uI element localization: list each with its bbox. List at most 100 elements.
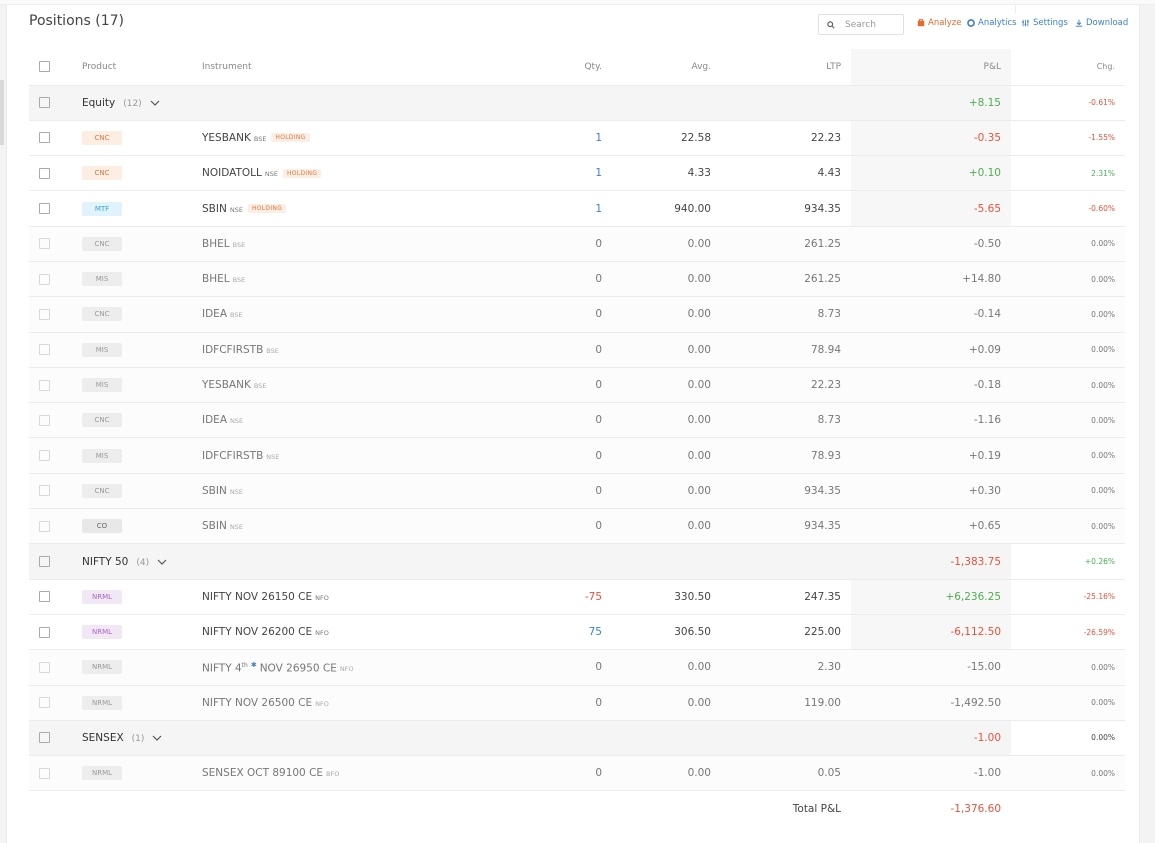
total-row: Total P&L -1,376.60 bbox=[29, 791, 1125, 826]
product-badge: CNC bbox=[82, 236, 122, 251]
table-row[interactable]: MIS IDFCFIRSTB NSE 0 0.00 78.93 +0.19 0.0… bbox=[29, 437, 1125, 474]
exchange-label: BSE bbox=[232, 276, 246, 285]
instrument-cell[interactable]: NIFTY NOV 26500 CE NFO bbox=[202, 685, 542, 721]
instrument-cell[interactable]: BHEL BSE bbox=[202, 226, 542, 262]
qty-cell: 1 bbox=[542, 190, 612, 227]
row-checkbox[interactable] bbox=[39, 661, 50, 673]
row-checkbox[interactable] bbox=[39, 767, 50, 779]
table-row[interactable]: CO SBIN NSE 0 0.00 934.35 +0.65 0.00% bbox=[29, 508, 1125, 545]
row-checkbox[interactable] bbox=[39, 379, 50, 391]
row-checkbox[interactable] bbox=[39, 344, 50, 356]
chg-cell: 0.00% bbox=[1011, 437, 1125, 474]
column-qty[interactable]: Qty. bbox=[542, 49, 612, 86]
table-row[interactable]: NRML NIFTY NOV 26200 CE NFO 75 306.50 225… bbox=[29, 614, 1125, 651]
qty-cell: 0 bbox=[542, 649, 612, 686]
ltp-cell: 2.30 bbox=[721, 649, 851, 686]
row-checkbox[interactable] bbox=[39, 132, 50, 144]
table-row[interactable]: CNC SBIN NSE 0 0.00 934.35 +0.30 0.00% bbox=[29, 473, 1125, 510]
product-badge: NRML bbox=[82, 660, 122, 675]
product-badge: CNC bbox=[82, 483, 122, 498]
instrument-symbol: BHEL bbox=[202, 273, 230, 286]
instrument-cell[interactable]: IDFCFIRSTB NSE bbox=[202, 437, 542, 474]
group-checkbox[interactable] bbox=[39, 732, 50, 744]
instrument-cell[interactable]: SENSEX OCT 89100 CE BFO bbox=[202, 755, 542, 792]
row-checkbox[interactable] bbox=[39, 203, 50, 215]
row-checkbox[interactable] bbox=[39, 238, 50, 250]
pnl-cell: -5.65 bbox=[851, 190, 1011, 227]
table-row[interactable]: MTF SBIN NSE HOLDING 1 940.00 934.35 -5.65… bbox=[29, 190, 1125, 227]
group-row-equity[interactable]: Equity (12) +8.15 -0.61% bbox=[29, 85, 1125, 121]
qty-cell: 0 bbox=[542, 402, 612, 439]
instrument-cell[interactable]: SBIN NSE bbox=[202, 508, 542, 545]
table-row[interactable]: CNC NOIDATOLL NSE HOLDING 1 4.33 4.43 +0.1… bbox=[29, 155, 1125, 192]
instrument-symbol: IDFCFIRSTB bbox=[202, 449, 264, 462]
chg-cell: 2.31% bbox=[1011, 155, 1125, 192]
row-checkbox[interactable] bbox=[39, 697, 50, 709]
row-checkbox[interactable] bbox=[39, 414, 50, 426]
table-row[interactable]: NRML NIFTY NOV 26500 CE NFO 0 0.00 119.00… bbox=[29, 685, 1125, 721]
table-row[interactable]: CNC IDEA NSE 0 0.00 8.73 -1.16 0.00% bbox=[29, 402, 1125, 439]
chevron-down-icon[interactable] bbox=[157, 559, 167, 565]
row-checkbox[interactable] bbox=[39, 273, 50, 285]
instrument-cell[interactable]: YESBANK BSE HOLDING bbox=[202, 120, 542, 157]
row-checkbox[interactable] bbox=[39, 308, 50, 320]
product-badge: NRML bbox=[82, 589, 122, 604]
qty-cell: 0 bbox=[542, 367, 612, 404]
chevron-down-icon[interactable] bbox=[150, 100, 160, 106]
group-checkbox[interactable] bbox=[39, 97, 50, 109]
search-input[interactable]: Search bbox=[818, 14, 904, 35]
instrument-cell[interactable]: YESBANK BSE bbox=[202, 367, 542, 404]
row-checkbox[interactable] bbox=[39, 450, 50, 462]
product-badge: NRML bbox=[82, 695, 122, 710]
table-row[interactable]: NRML NIFTY 4th ✱ NOV 26950 CE NFO 0 0.00 2.… bbox=[29, 649, 1125, 686]
select-all-checkbox[interactable] bbox=[39, 61, 50, 73]
row-checkbox[interactable] bbox=[39, 485, 50, 497]
instrument-cell[interactable]: SBIN NSE bbox=[202, 473, 542, 510]
instrument-symbol: NIFTY 4 bbox=[202, 662, 242, 675]
row-checkbox[interactable] bbox=[39, 520, 50, 532]
download-button[interactable]: Download bbox=[1075, 18, 1128, 28]
table-row[interactable]: MIS IDFCFIRSTB BSE 0 0.00 78.94 +0.09 0.0… bbox=[29, 332, 1125, 368]
chg-cell: -0.60% bbox=[1011, 190, 1125, 227]
table-row[interactable]: CNC BHEL BSE 0 0.00 261.25 -0.50 0.00% bbox=[29, 226, 1125, 262]
group-row-nifty-50[interactable]: NIFTY 50 (4) -1,383.75 +0.26% bbox=[29, 543, 1125, 580]
chevron-down-icon[interactable] bbox=[152, 735, 162, 741]
instrument-cell[interactable]: NIFTY 4th ✱ NOV 26950 CE NFO bbox=[202, 649, 542, 686]
group-row-sensex[interactable]: SENSEX (1) -1.00 0.00% bbox=[29, 720, 1125, 757]
analytics-button[interactable]: Analytics bbox=[967, 18, 1017, 28]
holding-badge: HOLDING bbox=[282, 168, 322, 178]
column-product[interactable]: Product bbox=[82, 49, 202, 86]
table-row[interactable]: NRML NIFTY NOV 26150 CE NFO -75 330.50 24… bbox=[29, 579, 1125, 615]
row-checkbox[interactable] bbox=[39, 167, 50, 179]
table-row[interactable]: CNC IDEA BSE 0 0.00 8.73 -0.14 0.00% bbox=[29, 296, 1125, 333]
instrument-cell[interactable]: IDEA BSE bbox=[202, 296, 542, 333]
instrument-cell[interactable]: IDFCFIRSTB BSE bbox=[202, 332, 542, 368]
analyze-button[interactable]: Analyze bbox=[917, 18, 962, 28]
instrument-cell[interactable]: IDEA NSE bbox=[202, 402, 542, 439]
column-pnl[interactable]: P&L bbox=[851, 49, 1011, 86]
table-row[interactable]: MIS YESBANK BSE 0 0.00 22.23 -0.18 0.00% bbox=[29, 367, 1125, 404]
settings-button[interactable]: Settings bbox=[1021, 18, 1068, 28]
column-avg[interactable]: Avg. bbox=[612, 49, 721, 86]
ltp-cell: 261.25 bbox=[721, 226, 851, 262]
instrument-cell[interactable]: NOIDATOLL NSE HOLDING bbox=[202, 155, 542, 192]
column-ltp[interactable]: LTP bbox=[721, 49, 851, 86]
pnl-cell: +0.09 bbox=[851, 332, 1011, 368]
exchange-label: NFO bbox=[339, 665, 354, 674]
product-badge: CNC bbox=[82, 413, 122, 428]
group-count: (4) bbox=[136, 557, 150, 568]
instrument-cell[interactable]: NIFTY NOV 26200 CE NFO bbox=[202, 614, 542, 651]
row-checkbox[interactable] bbox=[39, 591, 50, 603]
table-row[interactable]: CNC YESBANK BSE HOLDING 1 22.58 22.23 -0.3… bbox=[29, 120, 1125, 157]
instrument-cell[interactable]: BHEL BSE bbox=[202, 261, 542, 298]
table-row[interactable]: MIS BHEL BSE 0 0.00 261.25 +14.80 0.00% bbox=[29, 261, 1125, 298]
instrument-cell[interactable]: SBIN NSE HOLDING bbox=[202, 190, 542, 227]
column-instrument[interactable]: Instrument bbox=[202, 49, 542, 86]
instrument-cell[interactable]: NIFTY NOV 26150 CE NFO bbox=[202, 579, 542, 615]
row-checkbox[interactable] bbox=[39, 626, 50, 638]
table-row[interactable]: NRML SENSEX OCT 89100 CE BFO 0 0.00 0.05 … bbox=[29, 755, 1125, 792]
pnl-cell: -0.50 bbox=[851, 226, 1011, 262]
column-chg[interactable]: Chg. bbox=[1011, 49, 1125, 86]
group-checkbox[interactable] bbox=[39, 556, 50, 567]
ltp-cell: 225.00 bbox=[721, 614, 851, 651]
